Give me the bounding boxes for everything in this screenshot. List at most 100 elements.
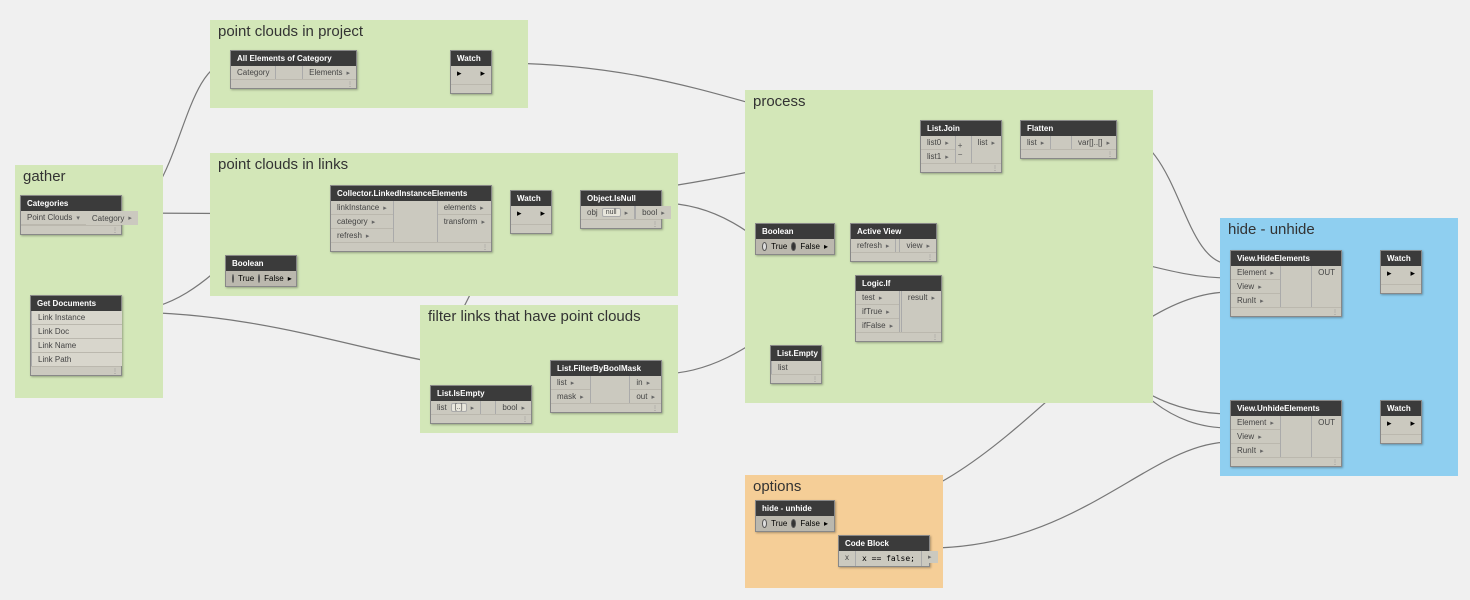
radio-true[interactable] xyxy=(232,274,234,283)
port-out[interactable]: Link Name xyxy=(32,339,122,353)
remove-port-icon[interactable]: − xyxy=(958,150,963,159)
port-in[interactable]: ifFalse▸ xyxy=(856,319,899,332)
port-in[interactable]: refresh▸ xyxy=(331,229,393,242)
node-title: Watch xyxy=(1381,401,1421,416)
port-in[interactable]: list0▸ xyxy=(921,136,955,150)
node-view-hide-elements[interactable]: View.HideElements Element▸ View▸ RunIt▸ … xyxy=(1230,250,1342,317)
node-flatten[interactable]: Flatten list▸ var[]..[]▸ ⋮ xyxy=(1020,120,1117,159)
port-in[interactable]: Category xyxy=(231,66,275,79)
dynamo-canvas[interactable]: gather point clouds in project point clo… xyxy=(0,0,1470,600)
node-list-filterbyboolmask[interactable]: List.FilterByBoolMask list▸ mask▸ in▸ ou… xyxy=(550,360,662,413)
node-boolean[interactable]: Boolean True False ▸ xyxy=(755,223,835,255)
port-in[interactable]: refresh▸ xyxy=(851,239,895,252)
port-in[interactable]: linkInstance▸ xyxy=(331,201,393,215)
node-boolean[interactable]: Boolean True False ▸ xyxy=(225,255,297,287)
port-in[interactable]: list▸ xyxy=(1021,136,1050,149)
port-out[interactable]: ▸ xyxy=(288,274,292,283)
port-out[interactable]: bool▸ xyxy=(496,401,531,414)
port-out[interactable]: ▸ xyxy=(1410,268,1415,282)
port-out[interactable]: ▸ xyxy=(1410,418,1415,432)
port-out[interactable]: OUT xyxy=(1312,416,1341,429)
port-out[interactable]: var[]..[]▸ xyxy=(1072,136,1116,149)
radio-true[interactable] xyxy=(762,519,767,528)
port-in[interactable]: ▸ xyxy=(517,208,522,222)
node-active-view[interactable]: Active View refresh▸ view▸ ⋮ xyxy=(850,223,937,262)
node-categories[interactable]: Categories Point Clouds▾ Category▸ ⋮ xyxy=(20,195,122,235)
radio-true[interactable] xyxy=(762,242,767,251)
port-out[interactable]: result▸ xyxy=(902,291,941,304)
port-in[interactable]: category▸ xyxy=(331,215,393,229)
port-in[interactable]: test▸ xyxy=(856,291,899,305)
port-out[interactable]: ▸ xyxy=(824,519,828,528)
port-out[interactable]: ▸ xyxy=(824,242,828,251)
port-in[interactable]: ifTrue▸ xyxy=(856,305,899,319)
node-all-elements-category[interactable]: All Elements of Category Category Elemen… xyxy=(230,50,357,89)
port-in[interactable]: x xyxy=(839,551,855,564)
port-in[interactable]: View▸ xyxy=(1231,280,1280,294)
node-title: List.IsEmpty xyxy=(431,386,531,401)
radio-false[interactable] xyxy=(791,242,796,251)
node-watch[interactable]: Watch ▸ ▸ xyxy=(510,190,552,234)
node-list-isempty[interactable]: List.IsEmpty list [..]▸ bool▸ ⋮ xyxy=(430,385,532,424)
node-title: Watch xyxy=(511,191,551,206)
radio-false[interactable] xyxy=(258,274,260,283)
add-port-icon[interactable]: + xyxy=(958,141,963,150)
group-label: options xyxy=(753,478,801,495)
node-title: Get Documents xyxy=(31,296,121,311)
dropdown-value[interactable]: Point Clouds▾ xyxy=(21,211,86,225)
port-in[interactable]: ▸ xyxy=(1387,418,1392,432)
port-in[interactable]: obj null▸ xyxy=(581,206,634,219)
port-in[interactable]: ▸ xyxy=(457,68,462,82)
node-title: Collector.LinkedInstanceElements xyxy=(331,186,491,201)
node-list-join[interactable]: List.Join list0▸ list1▸ +− list▸ ⋮ xyxy=(920,120,1002,173)
port-in[interactable]: list▸ xyxy=(551,376,590,390)
port-out[interactable]: Elements▸ xyxy=(303,66,356,79)
port-out[interactable]: ▸ xyxy=(922,551,938,563)
port-out[interactable]: in▸ xyxy=(630,376,661,390)
node-list-empty[interactable]: List.Empty list ⋮ xyxy=(770,345,822,384)
node-logic-if[interactable]: Logic.If test▸ ifTrue▸ ifFalse▸ result▸ … xyxy=(855,275,942,342)
port-in[interactable]: Element▸ xyxy=(1231,416,1280,430)
port-out[interactable]: Category▸ xyxy=(86,211,138,225)
port-out[interactable]: transform▸ xyxy=(438,215,491,228)
node-view-unhide-elements[interactable]: View.UnhideElements Element▸ View▸ RunIt… xyxy=(1230,400,1342,467)
port-in[interactable]: ▸ xyxy=(1387,268,1392,282)
node-boolean-hide-unhide[interactable]: hide - unhide True False ▸ xyxy=(755,500,835,532)
port-in[interactable]: RunIt▸ xyxy=(1231,294,1280,307)
node-collector-linked-instance[interactable]: Collector.LinkedInstanceElements linkIns… xyxy=(330,185,492,252)
node-title: hide - unhide xyxy=(756,501,834,516)
node-object-isnull[interactable]: Object.IsNull obj null▸ bool▸ ⋮ xyxy=(580,190,662,229)
port-out[interactable]: ▸ xyxy=(540,208,545,222)
node-watch[interactable]: Watch ▸▸ xyxy=(450,50,492,94)
node-title: Logic.If xyxy=(856,276,941,291)
node-watch[interactable]: Watch ▸ ▸ xyxy=(1380,400,1422,444)
port-in[interactable]: RunIt▸ xyxy=(1231,444,1280,457)
node-title: List.FilterByBoolMask xyxy=(551,361,661,376)
node-title: Object.IsNull xyxy=(581,191,661,206)
node-watch[interactable]: Watch ▸▸ xyxy=(1380,250,1422,294)
port-out[interactable]: out▸ xyxy=(630,390,661,403)
group-label: hide - unhide xyxy=(1228,221,1315,238)
port-out[interactable]: Link Path xyxy=(32,353,122,366)
port-in[interactable]: list1▸ xyxy=(921,150,955,163)
port-out[interactable]: bool▸ xyxy=(636,206,671,219)
node-footer: ⋮ xyxy=(21,225,121,234)
node-code-block[interactable]: Code Block x x == false; ▸ xyxy=(838,535,930,567)
port-out[interactable]: view▸ xyxy=(900,239,936,252)
port-out[interactable]: Link Instance xyxy=(32,311,122,325)
radio-false[interactable] xyxy=(791,519,796,528)
port-out[interactable]: Link Doc xyxy=(32,325,122,339)
node-title: List.Join xyxy=(921,121,1001,136)
group-label: point clouds in project xyxy=(218,23,363,40)
code-text[interactable]: x == false; xyxy=(856,551,921,566)
port-in[interactable]: mask▸ xyxy=(551,390,590,403)
port-in[interactable]: View▸ xyxy=(1231,430,1280,444)
port-in[interactable]: Element▸ xyxy=(1231,266,1280,280)
port-out[interactable]: elements▸ xyxy=(438,201,491,215)
node-get-documents[interactable]: Get Documents Link Instance Link Doc Lin… xyxy=(30,295,122,376)
port-in[interactable]: list [..]▸ xyxy=(431,401,480,414)
port-out[interactable]: ▸ xyxy=(480,68,485,82)
port-out[interactable]: list xyxy=(772,361,821,374)
port-out[interactable]: OUT xyxy=(1312,266,1341,279)
port-out[interactable]: list▸ xyxy=(972,136,1001,149)
